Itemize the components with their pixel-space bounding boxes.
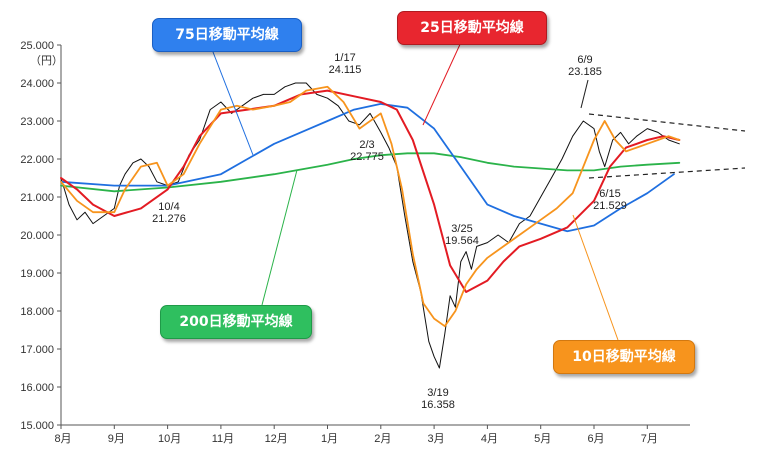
annotation-6-15: 6/15 21.529 bbox=[593, 188, 627, 212]
y-tick-label: 18.000 bbox=[20, 306, 54, 318]
annotation-6-9: 6/9 23.185 bbox=[568, 54, 602, 78]
x-tick-label: 12月 bbox=[265, 433, 288, 445]
series-layer bbox=[60, 82, 681, 369]
x-tick-label: 1月 bbox=[321, 433, 338, 445]
svg-text:10/4: 10/4 bbox=[158, 201, 179, 213]
y-tick-label: 21.000 bbox=[20, 192, 54, 204]
x-tick-label: 4月 bbox=[481, 433, 498, 445]
x-tick-label: 5月 bbox=[534, 433, 551, 445]
y-tick-label: 20.000 bbox=[20, 230, 54, 242]
svg-text:3/19: 3/19 bbox=[427, 387, 448, 399]
ma200-callout: 200日移動平均線 bbox=[160, 305, 312, 339]
svg-text:1/17: 1/17 bbox=[334, 52, 355, 64]
svg-text:24.115: 24.115 bbox=[329, 64, 362, 76]
svg-text:6/9: 6/9 bbox=[577, 54, 592, 66]
x-tick-label: 11月 bbox=[212, 433, 234, 445]
svg-text:21.276: 21.276 bbox=[152, 213, 186, 225]
ma75-line bbox=[60, 103, 675, 233]
ma10-pointer bbox=[572, 214, 619, 341]
x-tick-label: 2月 bbox=[374, 433, 391, 445]
ma10-callout: 10日移動平均線 bbox=[553, 340, 695, 374]
svg-text:23.185: 23.185 bbox=[568, 66, 602, 78]
y-tick-label: 25.000 bbox=[20, 40, 54, 52]
price-line bbox=[60, 82, 680, 369]
ma75-pointer bbox=[212, 51, 254, 156]
y-tick-label: 22.000 bbox=[20, 154, 54, 166]
svg-text:3/25: 3/25 bbox=[451, 223, 472, 235]
svg-text:19.564: 19.564 bbox=[445, 235, 479, 247]
x-tick-label: 8月 bbox=[54, 433, 71, 445]
annotation-2-3: 2/3 22.775 bbox=[350, 139, 384, 163]
svg-text:6/15: 6/15 bbox=[599, 188, 620, 200]
y-tick-label: 23.000 bbox=[20, 116, 54, 128]
triangle-lower-line bbox=[588, 167, 746, 179]
x-tick-label: 9月 bbox=[108, 433, 125, 445]
y-tick-label: 15.000 bbox=[20, 420, 54, 432]
ma75-callout: 75日移動平均線 bbox=[152, 18, 302, 52]
ma25-pointer bbox=[422, 39, 463, 126]
x-tick-label: 7月 bbox=[641, 433, 658, 445]
svg-text:16.358: 16.358 bbox=[421, 399, 455, 411]
ma25-line bbox=[60, 89, 681, 293]
svg-text:2/3: 2/3 bbox=[359, 139, 374, 151]
ma25-callout: 25日移動平均線 bbox=[397, 11, 547, 45]
x-tick-label: 3月 bbox=[428, 433, 445, 445]
y-axis: 15.000 16.000 17.000 18.000 19.000 20.000 21.0… bbox=[20, 40, 62, 432]
x-tick-label: 6月 bbox=[587, 433, 604, 445]
svg-text:21.529: 21.529 bbox=[593, 200, 627, 212]
x-axis: 8月 9月 10月 11月 12月 1月 2月 3月 4月 5月 6月 7月 bbox=[54, 424, 690, 445]
annotation-3-19: 3/19 16.358 bbox=[421, 387, 455, 411]
ma200-line bbox=[60, 152, 681, 193]
ma200-pointer bbox=[261, 169, 298, 306]
annotation-10-4: 10/4 21.276 bbox=[152, 201, 186, 225]
triangle-upper-line bbox=[588, 113, 746, 132]
ma10-line bbox=[60, 85, 681, 328]
y-unit-label: （円） bbox=[30, 54, 63, 67]
svg-text:22.775: 22.775 bbox=[350, 151, 384, 163]
y-tick-label: 19.000 bbox=[20, 268, 54, 280]
high-6-9-pointer bbox=[580, 79, 589, 109]
annotation-1-17: 1/17 24.115 bbox=[329, 52, 362, 76]
x-tick-label: 10月 bbox=[158, 433, 181, 445]
y-tick-label: 16.000 bbox=[20, 382, 54, 394]
y-tick-label: 24.000 bbox=[20, 78, 54, 90]
y-tick-label: 17.000 bbox=[20, 344, 54, 356]
annotation-3-25: 3/25 19.564 bbox=[445, 223, 479, 247]
